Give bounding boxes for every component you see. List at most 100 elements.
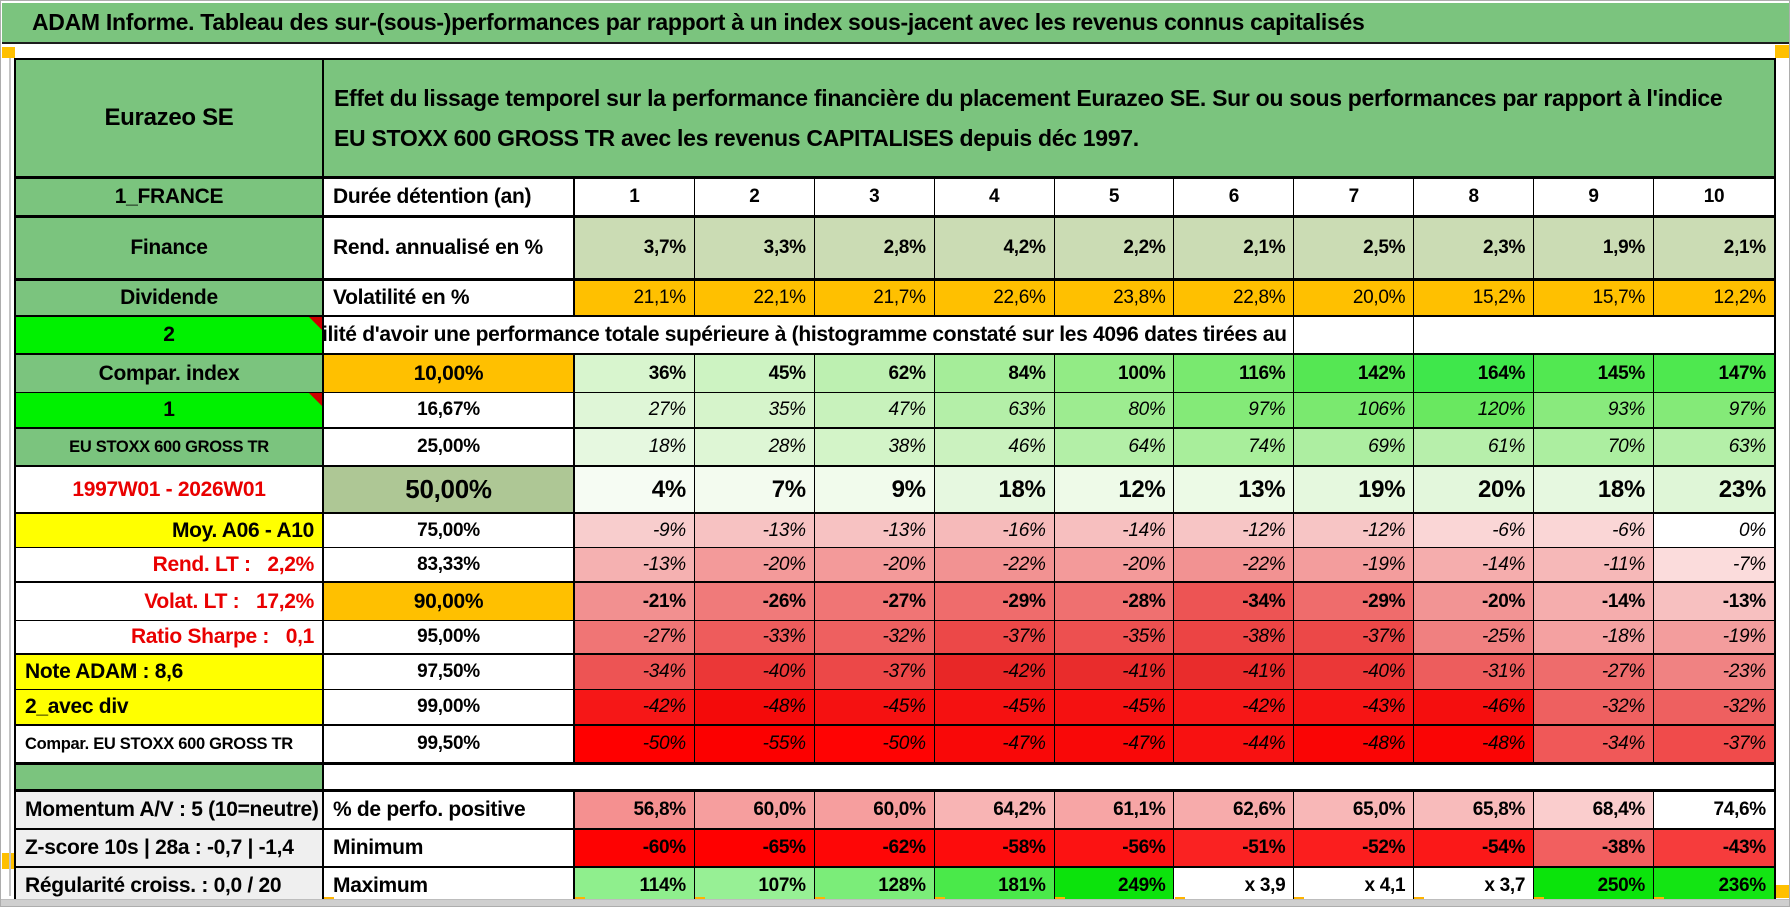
data-cell-p99-y9[interactable]: -32% [1534,690,1655,724]
data-cell-maximum-y8[interactable]: x 3,7 [1414,868,1535,904]
data-cell-p50-y7[interactable]: 19% [1294,467,1415,512]
row-header-maximum[interactable]: Maximum [324,868,575,904]
row-header-annualized-return[interactable]: Rend. annualisé en % [324,218,575,278]
data-cell-p25-y3[interactable]: 38% [814,429,935,465]
data-cell-annualized-return-y6[interactable]: 2,1% [1174,218,1295,278]
data-cell-positive-perf-y1[interactable]: 56,8% [575,792,695,828]
data-cell-p90-y8[interactable]: -20% [1414,583,1535,620]
row-header-p99[interactable]: 99,00% [324,690,575,724]
row-label-p50[interactable]: 1997W01 - 2026W01 [16,467,324,512]
data-cell-p95-y10[interactable]: -19% [1654,621,1774,653]
data-cell-p90-y4[interactable]: -29% [934,583,1055,620]
data-cell-p75-y3[interactable]: -13% [814,514,935,547]
data-cell-p10-y10[interactable]: 147% [1654,355,1774,392]
data-cell-p75-y7[interactable]: -12% [1294,514,1415,547]
data-cell-p25-y4[interactable]: 46% [934,429,1055,465]
data-cell-p99-y7[interactable]: -43% [1294,690,1415,724]
data-cell-minimum-y2[interactable]: -65% [694,830,815,866]
data-cell-p95-y1[interactable]: -27% [575,621,695,653]
data-cell-p995-y2[interactable]: -55% [694,726,815,762]
instrument-name-cell[interactable]: Eurazeo SE [16,60,324,176]
data-cell-p10-y7[interactable]: 142% [1294,355,1415,392]
data-cell-minimum-y6[interactable]: -51% [1174,830,1295,866]
row-header-positive-perf[interactable]: % de perfo. positive [324,792,575,828]
row-label-minimum[interactable]: Z-score 10s | 28a : -0,7 | -1,4 [16,830,324,866]
data-cell-p995-y6[interactable]: -44% [1174,726,1295,762]
data-cell-volatility-y8[interactable]: 15,2% [1414,281,1535,315]
data-cell-p1667-y9[interactable]: 93% [1534,393,1655,427]
data-cell-p995-y1[interactable]: -50% [575,726,695,762]
data-cell-p10-y9[interactable]: 145% [1534,355,1655,392]
data-cell-maximum-y6[interactable]: x 3,9 [1174,868,1295,904]
empty-cell[interactable] [1414,317,1535,353]
data-cell-p975-y4[interactable]: -42% [934,655,1055,689]
row-header-p90[interactable]: 90,00% [324,583,575,620]
data-cell-p90-y7[interactable]: -29% [1294,583,1415,620]
row-label-p975[interactable]: Note ADAM : 8,6 [16,655,324,689]
data-cell-p50-y1[interactable]: 4% [575,467,695,512]
data-cell-positive-perf-y2[interactable]: 60,0% [694,792,815,828]
row-label-volatility[interactable]: Dividende [16,281,324,315]
data-cell-p995-y10[interactable]: -37% [1654,726,1774,762]
row-header-p975[interactable]: 97,50% [324,655,575,689]
data-cell-duration-y10[interactable]: 10 [1654,179,1774,215]
data-cell-p975-y2[interactable]: -40% [694,655,815,689]
row-label-p99[interactable]: 2_avec div [16,690,324,724]
data-cell-p10-y3[interactable]: 62% [814,355,935,392]
data-cell-volatility-y4[interactable]: 22,6% [934,281,1055,315]
data-cell-p975-y9[interactable]: -27% [1534,655,1655,689]
data-cell-positive-perf-y8[interactable]: 65,8% [1414,792,1535,828]
data-cell-p95-y7[interactable]: -37% [1294,621,1415,653]
data-cell-p90-y10[interactable]: -13% [1654,583,1774,620]
data-cell-p25-y9[interactable]: 70% [1534,429,1655,465]
data-cell-volatility-y5[interactable]: 23,8% [1054,281,1175,315]
bottom-scrollbar-strip[interactable] [1,899,1789,906]
data-cell-volatility-y10[interactable]: 12,2% [1654,281,1774,315]
data-cell-volatility-y7[interactable]: 20,0% [1294,281,1415,315]
data-cell-p75-y4[interactable]: -16% [934,514,1055,547]
data-cell-p99-y10[interactable]: -32% [1654,690,1774,724]
data-cell-p8333-y8[interactable]: -14% [1414,548,1535,581]
data-cell-p99-y6[interactable]: -42% [1174,690,1295,724]
data-cell-annualized-return-y5[interactable]: 2,2% [1054,218,1175,278]
data-cell-positive-perf-y9[interactable]: 68,4% [1534,792,1655,828]
data-cell-duration-y5[interactable]: 5 [1054,179,1175,215]
data-cell-volatility-y1[interactable]: 21,1% [575,281,695,315]
data-cell-p25-y6[interactable]: 74% [1174,429,1295,465]
data-cell-positive-perf-y6[interactable]: 62,6% [1174,792,1295,828]
row-label-p995[interactable]: Compar. EU STOXX 600 GROSS TR [16,726,324,762]
data-cell-duration-y2[interactable]: 2 [694,179,815,215]
data-cell-maximum-y9[interactable]: 250% [1534,868,1655,904]
data-cell-positive-perf-y7[interactable]: 65,0% [1294,792,1415,828]
row-label-probability-caption[interactable]: 2 [16,317,324,353]
data-cell-minimum-y4[interactable]: -58% [934,830,1055,866]
data-cell-p99-y3[interactable]: -45% [814,690,935,724]
data-cell-p975-y3[interactable]: -37% [814,655,935,689]
data-cell-p1667-y7[interactable]: 106% [1294,393,1415,427]
data-cell-p99-y5[interactable]: -45% [1054,690,1175,724]
data-cell-p1667-y3[interactable]: 47% [814,393,935,427]
row-label-p1667[interactable]: 1 [16,393,324,427]
table-description-cell[interactable]: Effet du lissage temporel sur la perform… [324,60,1774,176]
data-cell-p8333-y3[interactable]: -20% [814,548,935,581]
data-cell-p75-y10[interactable]: 0% [1654,514,1774,547]
data-cell-p99-y1[interactable]: -42% [575,690,695,724]
data-cell-annualized-return-y2[interactable]: 3,3% [694,218,815,278]
data-cell-p25-y10[interactable]: 63% [1654,429,1774,465]
data-cell-p75-y9[interactable]: -6% [1534,514,1655,547]
data-cell-p25-y5[interactable]: 64% [1054,429,1175,465]
data-cell-p99-y8[interactable]: -46% [1414,690,1535,724]
data-cell-p8333-y7[interactable]: -19% [1294,548,1415,581]
data-cell-p8333-y4[interactable]: -22% [934,548,1055,581]
data-cell-p75-y5[interactable]: -14% [1054,514,1175,547]
data-cell-p995-y4[interactable]: -47% [934,726,1055,762]
row-header-p25[interactable]: 25,00% [324,429,575,465]
data-cell-p25-y8[interactable]: 61% [1414,429,1535,465]
data-cell-p75-y1[interactable]: -9% [575,514,695,547]
data-cell-p50-y5[interactable]: 12% [1054,467,1175,512]
data-cell-volatility-y2[interactable]: 22,1% [694,281,815,315]
row-header-p95[interactable]: 95,00% [324,621,575,653]
data-cell-p75-y6[interactable]: -12% [1174,514,1295,547]
data-cell-annualized-return-y8[interactable]: 2,3% [1414,218,1535,278]
data-cell-p99-y2[interactable]: -48% [694,690,815,724]
